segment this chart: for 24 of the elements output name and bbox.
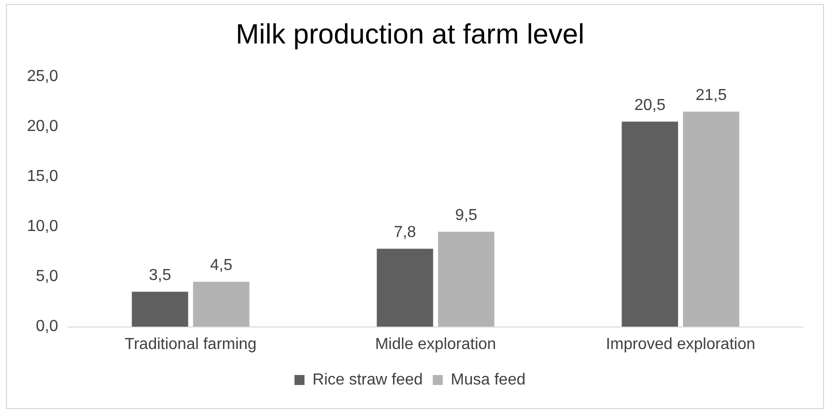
data-label: 3,5	[148, 267, 172, 284]
y-tick-label: 5,0	[36, 268, 58, 286]
bar	[193, 282, 250, 327]
legend-label: Rice straw feed	[312, 371, 423, 388]
bar	[682, 112, 740, 327]
chart-title: Milk production at farm level	[236, 18, 584, 50]
data-label: 9,5	[455, 207, 478, 224]
bar	[376, 248, 434, 327]
bar	[132, 292, 188, 327]
bar	[438, 232, 494, 327]
legend-label: Musa feed	[450, 371, 526, 388]
y-tick-label: 25,0	[27, 68, 58, 86]
x-tick-label: Improved exploration	[606, 336, 756, 353]
data-label: 4,5	[210, 257, 232, 274]
x-tick-label: Traditional farming	[124, 336, 257, 353]
data-label: 21,5	[696, 87, 727, 104]
y-tick-label: 10,0	[27, 218, 58, 236]
y-tick-label: 20,0	[27, 118, 58, 136]
y-tick-label: 15,0	[27, 168, 58, 186]
x-tick-label: Midle exploration	[375, 336, 496, 353]
data-label: 20,5	[634, 97, 666, 114]
bar	[622, 122, 678, 327]
data-label: 7,8	[394, 224, 416, 242]
y-tick-label: 0,0	[36, 318, 58, 336]
